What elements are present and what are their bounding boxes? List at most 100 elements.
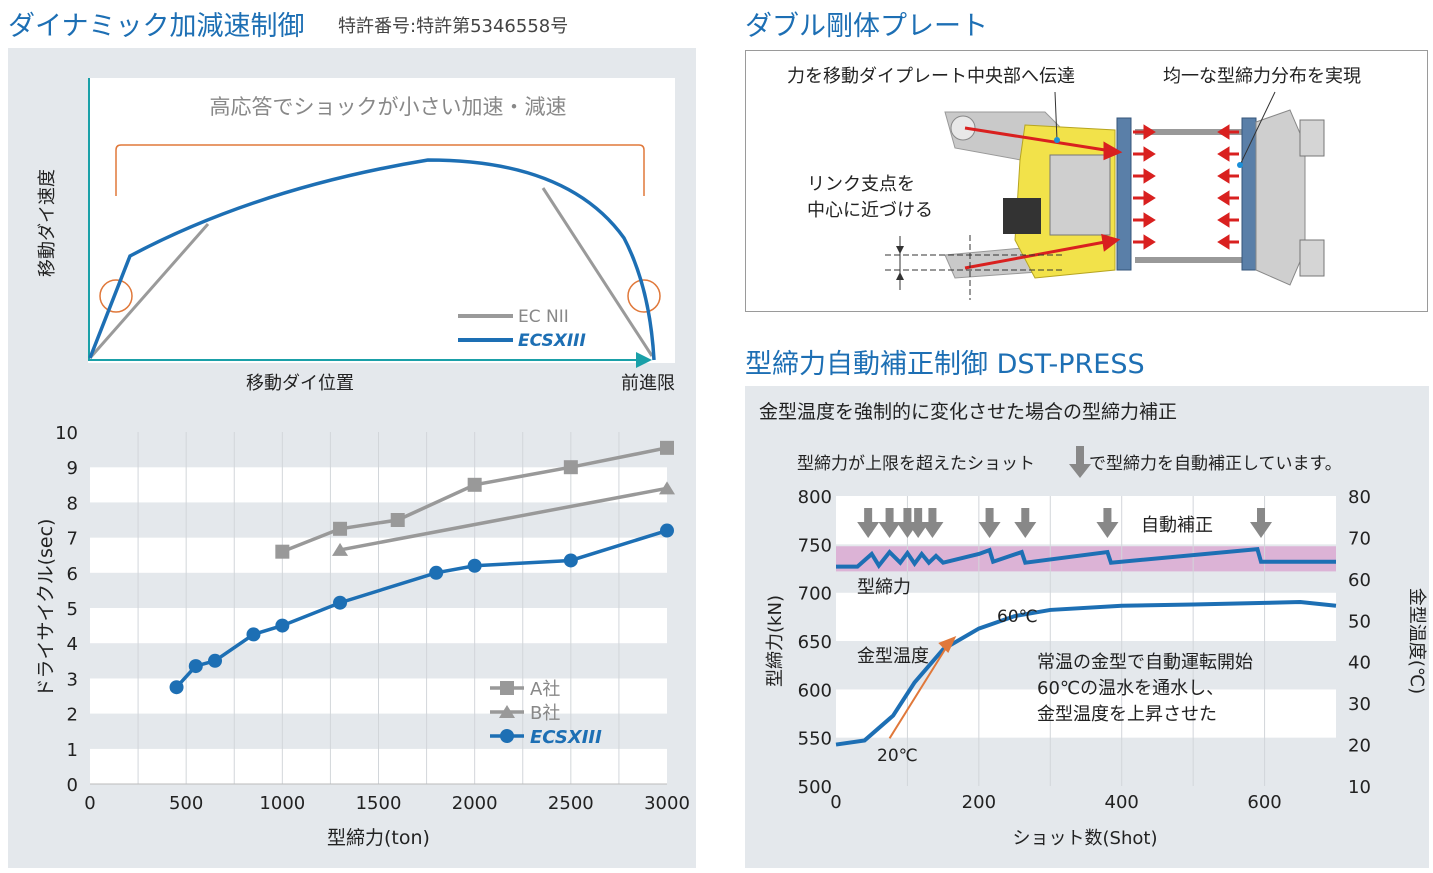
dim-arrow-down xyxy=(896,246,904,254)
x-tick-label: 0 xyxy=(84,793,95,814)
y-right-tick-label: 30 xyxy=(1348,694,1371,715)
profile-x-arrow xyxy=(636,352,652,368)
correction-arrow-shaft xyxy=(1021,508,1030,524)
x-tick-label: 200 xyxy=(962,792,996,813)
y-right-tick-label: 40 xyxy=(1348,653,1371,674)
temp-series-label: 金型温度 xyxy=(857,646,929,667)
old-profile-accel xyxy=(88,223,210,359)
nut-lower xyxy=(1299,239,1325,277)
correction-arrow-shaft xyxy=(885,508,894,524)
leader-2-dot xyxy=(1237,162,1243,168)
dst-note-2: 60℃の温水を通水し、 xyxy=(1037,678,1224,699)
y-right-tick-label: 60 xyxy=(1348,570,1371,591)
profile-plot-area xyxy=(88,78,675,363)
y-tick-label: 6 xyxy=(67,564,78,585)
y-right-tick-label: 50 xyxy=(1348,611,1371,632)
legend-new-label: ECSXIII xyxy=(518,331,586,351)
series-1: B社 xyxy=(332,481,675,724)
correction-arrow-head xyxy=(978,522,1001,538)
y-left-tick-label: 650 xyxy=(798,632,832,653)
square-marker xyxy=(333,521,348,536)
series-line xyxy=(175,528,668,689)
profile-callout: 高応答でショックが小さい加速・減速 xyxy=(210,95,567,119)
crosshead xyxy=(1049,154,1111,236)
series-2: ECSXIII xyxy=(169,523,674,748)
x-tick-label: 1500 xyxy=(356,793,402,814)
correction-arrow-shaft xyxy=(1103,508,1112,524)
y-tick-label: 5 xyxy=(67,599,78,620)
circle-marker xyxy=(563,553,578,568)
force-arrows xyxy=(964,124,1239,270)
grid-band xyxy=(836,737,1336,786)
correction-arrow-head xyxy=(907,522,930,538)
profile-ylabel: 移動ダイ速度 xyxy=(37,169,58,277)
decel-highlight xyxy=(627,279,661,313)
temp-20-label: 20℃ xyxy=(877,746,918,766)
dst-note-3: 金型温度を上昇させた xyxy=(1037,704,1217,725)
nut-upper xyxy=(1299,119,1325,157)
y-right-tick-label: 70 xyxy=(1348,528,1371,549)
note-arrow-head xyxy=(1069,464,1091,478)
legend-label: ECSXIII xyxy=(530,727,602,748)
y-tick-label: 0 xyxy=(67,775,78,796)
dst-ylabel-right: 金型温度(℃) xyxy=(1406,588,1427,694)
x-tick-label: 0 xyxy=(830,792,841,813)
dst-note-pre: 型締力が上限を超えたショット xyxy=(797,454,1035,474)
note-arrow-shaft xyxy=(1076,446,1084,466)
y-right-tick-label: 20 xyxy=(1348,736,1371,757)
circle-marker xyxy=(660,523,674,538)
plate-title: ダブル剛体プレート xyxy=(745,11,988,42)
correction-arrow-shaft xyxy=(928,508,937,524)
x-tick-label: 1000 xyxy=(259,793,305,814)
circle-marker xyxy=(188,659,203,674)
correction-arrow-shaft xyxy=(914,508,923,524)
square-marker xyxy=(563,460,578,475)
y-tick-label: 3 xyxy=(67,669,78,690)
leader-1 xyxy=(1054,91,1058,141)
left-title: ダイナミック加減速制御 xyxy=(8,11,305,42)
profile-end-label: 前進限 xyxy=(621,373,675,394)
dst-title: 型締力自動補正制御 DST-PRESS xyxy=(745,349,1145,380)
x-tick-label: 500 xyxy=(169,793,203,814)
dry-cycle-chart: 0 1 2 3 4 5 6 7 8 9 10 0 500 1000 1500 2000 2500 3000 型締力(… xyxy=(35,423,690,849)
cycle-xlabel: 型締力(ton) xyxy=(327,827,430,849)
square-marker xyxy=(467,477,482,492)
correction-arrow-shaft xyxy=(1257,508,1265,524)
y-right-tick-label: 80 xyxy=(1348,487,1371,508)
circle-marker xyxy=(467,558,482,573)
correction-arrow-head xyxy=(878,522,901,538)
x-tick-label: 3000 xyxy=(644,793,690,814)
correction-arrow-head xyxy=(921,522,944,538)
velocity-profile-chart: 高応答でショックが小さい加速・減速 移動ダイ速度 移動ダイ位置 前進限 EC N… xyxy=(37,78,675,394)
series-line xyxy=(281,446,668,554)
new-profile-curve xyxy=(88,158,656,361)
circle-marker xyxy=(500,729,514,743)
auto-correction-label: 自動補正 xyxy=(1141,515,1213,536)
plate-diagram: 力を移動ダイプレート中央部へ伝達 均一な型締力分布を実現 リンク支点を 中心に近… xyxy=(787,66,1361,300)
accel-highlight xyxy=(99,279,133,313)
temp-line xyxy=(835,600,1337,747)
triangle-marker xyxy=(499,705,515,718)
y-left-tick-label: 700 xyxy=(798,584,832,605)
old-profile-decel xyxy=(541,187,654,357)
series-0: A社 xyxy=(275,440,674,700)
circle-marker xyxy=(208,653,223,668)
dst-ylabel-left: 型締力(kN) xyxy=(765,595,786,687)
triangle-marker xyxy=(659,481,675,495)
dst-xlabel: ショット数(Shot) xyxy=(1013,828,1158,849)
temp-rise-arrow xyxy=(888,640,952,739)
force-line xyxy=(836,547,1336,570)
y-tick-label: 10 xyxy=(55,423,78,444)
x-tick-label: 600 xyxy=(1247,792,1281,813)
square-marker xyxy=(500,681,514,695)
temp-60-label: 60℃ xyxy=(997,607,1038,627)
dst-subtitle: 金型温度を強制的に変化させた場合の型締力補正 xyxy=(759,401,1177,423)
series-line xyxy=(339,486,668,552)
circle-marker xyxy=(169,680,184,695)
y-tick-label: 9 xyxy=(67,458,78,479)
y-tick-label: 7 xyxy=(67,529,78,550)
y-left-tick-label: 500 xyxy=(798,777,832,798)
x-tick-label: 2500 xyxy=(548,793,594,814)
dim-arrow-up xyxy=(896,272,904,280)
